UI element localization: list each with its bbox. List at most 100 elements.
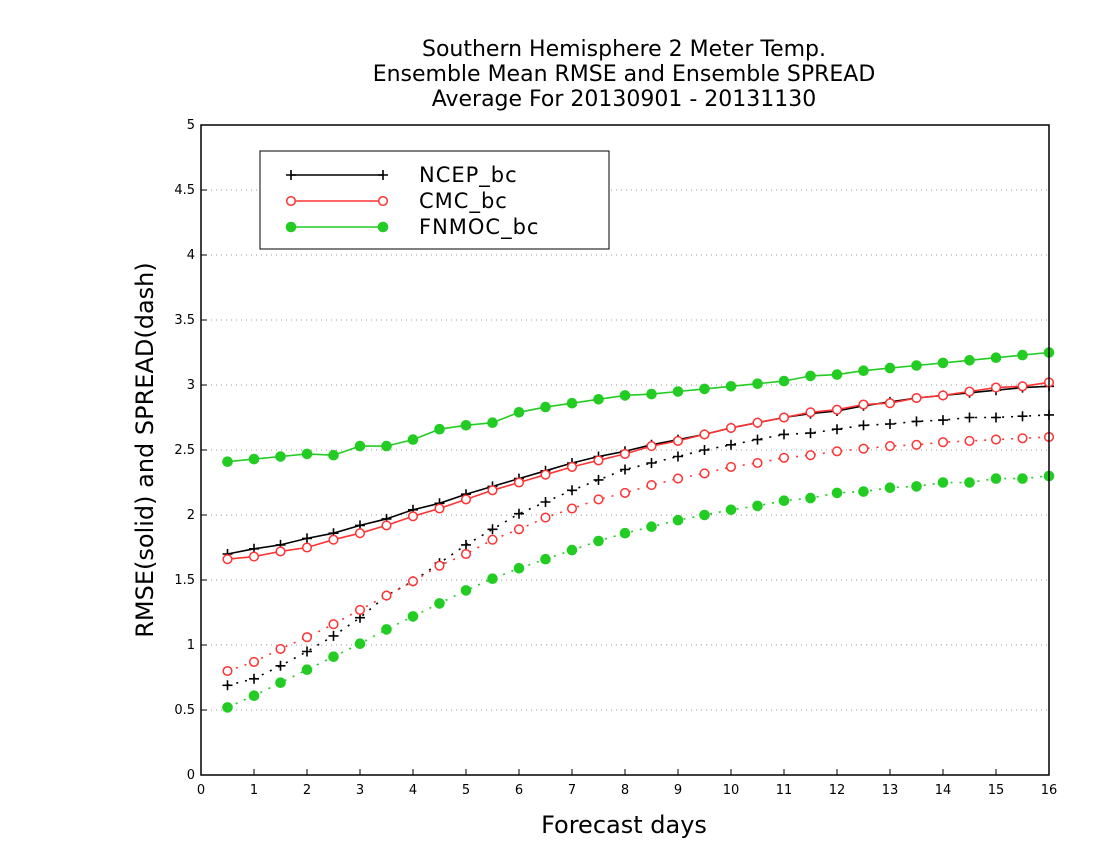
data-point-fnmoc-bc-spread: [1017, 473, 1028, 484]
legend-item-ncep-bc: NCEP_bc: [286, 163, 517, 188]
data-point-cmc-bc-rmse: [328, 534, 339, 545]
x-tick-label: 2: [303, 783, 311, 798]
x-tick-label: 12: [829, 783, 846, 798]
data-point-fnmoc-bc-rmse: [460, 420, 472, 431]
data-point-fnmoc-bc-rmse: [858, 365, 869, 377]
data-point-fnmoc-bc-rmse: [434, 423, 445, 435]
data-point-cmc-bc-spread: [593, 494, 604, 505]
data-point-ncep-bc-spread: [964, 412, 975, 423]
x-tick-label: 15: [988, 783, 1005, 798]
data-point-fnmoc-bc-spread: [805, 492, 816, 504]
y-tick-label: 5: [187, 118, 195, 133]
data-point-ncep-bc-spread: [487, 524, 498, 535]
data-point-fnmoc-bc-rmse: [805, 370, 816, 382]
data-point-ncep-bc-spread: [858, 420, 869, 431]
legend-marker: [286, 170, 296, 180]
x-tick-label: 6: [515, 783, 523, 798]
data-point-ncep-bc-spread: [275, 660, 286, 671]
data-point-fnmoc-bc-rmse: [619, 390, 631, 401]
legend-marker: [377, 221, 389, 233]
x-tick-label: 16: [1041, 783, 1058, 798]
data-point-fnmoc-bc-spread: [699, 509, 710, 521]
legend-item-cmc-bc: CMC_bc: [285, 189, 507, 214]
x-tick-label: 8: [621, 783, 629, 798]
y-tick-label: 0: [187, 768, 195, 783]
data-point-cmc-bc-rmse: [725, 422, 737, 433]
title-line-2: Ensemble Mean RMSE and Ensemble SPREAD: [373, 62, 876, 87]
y-tick-label: 1.5: [174, 573, 195, 588]
title-line-1: Southern Hemisphere 2 Meter Temp.: [422, 37, 826, 62]
data-point-cmc-bc-rmse: [222, 554, 233, 565]
x-tick-label: 14: [935, 783, 952, 798]
x-axis: 0 1 2 3 4 5 6 7 8 9 10 11 12 13 14 15 16: [197, 769, 1057, 798]
data-point-cmc-bc-rmse: [275, 546, 286, 557]
data-point-cmc-bc-spread: [566, 503, 578, 514]
data-point-fnmoc-bc-spread: [354, 638, 366, 650]
data-point-cmc-bc-rmse: [593, 455, 604, 466]
data-point-cmc-bc-rmse: [354, 528, 366, 539]
data-point-cmc-bc-spread: [354, 604, 366, 615]
data-point-ncep-bc-spread: [328, 630, 339, 641]
data-point-ncep-bc-spread: [646, 458, 657, 468]
data-point-cmc-bc-rmse: [566, 461, 578, 472]
data-point-ncep-bc-spread: [911, 416, 922, 427]
data-point-cmc-bc-spread: [328, 619, 339, 630]
data-point-ncep-bc-spread: [938, 415, 948, 426]
data-point-fnmoc-bc-spread: [752, 500, 763, 512]
x-tick-label: 10: [723, 783, 740, 798]
data-point-cmc-bc-rmse: [990, 382, 1002, 393]
series-line-fnmoc-bc-rmse: [227, 351, 1050, 463]
x-tick-label: 9: [674, 783, 682, 798]
data-point-cmc-bc-spread: [990, 434, 1002, 445]
data-point-fnmoc-bc-rmse: [222, 456, 233, 468]
chart-title: Southern Hemisphere 2 Meter Temp. Ensemb…: [373, 37, 876, 112]
data-point-cmc-bc-spread: [672, 473, 684, 484]
y-tick-label: 2: [187, 508, 195, 523]
data-point-fnmoc-bc-rmse: [248, 453, 260, 465]
y-tick-label: 0.5: [174, 703, 195, 718]
data-point-ncep-bc-spread: [222, 680, 233, 691]
legend-item-fnmoc-bc: FNMOC_bc: [285, 215, 539, 240]
plot-frame: [200, 124, 1050, 776]
legend-box: [259, 150, 610, 250]
data-point-cmc-bc-rmse: [487, 485, 498, 496]
data-point-cmc-bc-spread: [301, 632, 313, 643]
data-point-cmc-bc-rmse: [911, 392, 922, 404]
data-point-fnmoc-bc-spread: [884, 482, 896, 494]
y-tick-label: 4: [187, 248, 195, 263]
data-point-cmc-bc-rmse: [937, 390, 949, 401]
data-point-cmc-bc-rmse: [460, 494, 472, 505]
data-point-fnmoc-bc-rmse: [911, 360, 922, 371]
data-point-cmc-bc-rmse: [540, 469, 551, 480]
data-point-ncep-bc-spread: [832, 424, 842, 435]
legend-label: FNMOC_bc: [419, 215, 539, 240]
data-point-cmc-bc-spread: [884, 441, 896, 452]
data-point-cmc-bc-rmse: [619, 448, 631, 459]
data-point-cmc-bc-spread: [222, 665, 233, 677]
data-point-cmc-bc-spread: [619, 487, 631, 498]
data-point-ncep-bc-spread: [885, 419, 895, 429]
data-point-fnmoc-bc-spread: [248, 690, 260, 702]
data-point-fnmoc-bc-spread: [646, 521, 657, 533]
data-point-fnmoc-bc-rmse: [964, 355, 975, 366]
data-point-fnmoc-bc-rmse: [513, 407, 525, 418]
data-point-cmc-bc-spread: [858, 443, 869, 454]
data-point-fnmoc-bc-spread: [858, 486, 869, 497]
data-point-fnmoc-bc-rmse: [646, 388, 657, 400]
data-point-cmc-bc-rmse: [752, 417, 763, 428]
data-point-fnmoc-bc-spread: [619, 527, 631, 539]
data-point-cmc-bc-spread: [460, 548, 472, 560]
data-point-fnmoc-bc-spread: [778, 495, 790, 507]
data-point-fnmoc-bc-rmse: [672, 386, 684, 397]
data-point-cmc-bc-rmse: [381, 520, 392, 531]
data-point-fnmoc-bc-spread: [487, 573, 498, 585]
data-point-ncep-bc-spread: [726, 439, 736, 450]
data-point-fnmoc-bc-rmse: [884, 362, 896, 374]
data-point-fnmoc-bc-rmse: [937, 357, 949, 369]
data-point-cmc-bc-rmse: [646, 441, 657, 452]
data-point-cmc-bc-spread: [699, 468, 710, 479]
data-point-cmc-bc-spread: [831, 446, 843, 457]
data-point-fnmoc-bc-spread: [222, 702, 233, 713]
data-point-ncep-bc-spread: [249, 673, 259, 684]
data-point-cmc-bc-spread: [805, 450, 816, 461]
